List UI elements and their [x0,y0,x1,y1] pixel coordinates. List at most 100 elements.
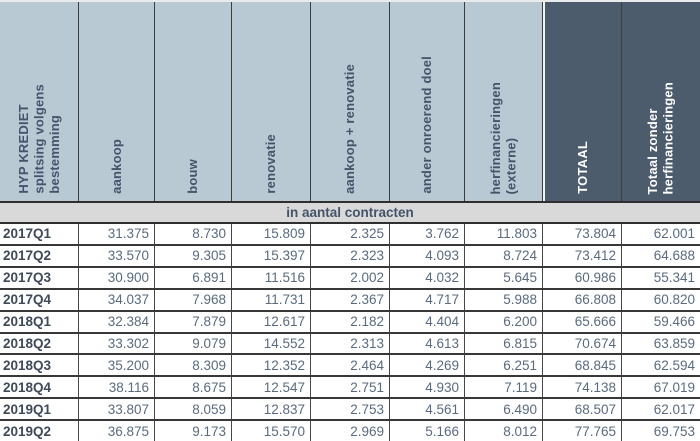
value-cell: 5.645 [465,267,543,288]
value-cell: 62.001 [622,224,700,244]
value-cell: 31.375 [79,224,155,244]
column-header-label: TOTAAL [575,141,591,194]
column-header-label: Totaal zonder herfinancieringen [645,81,676,194]
row-label: 2017Q2 [0,245,79,266]
value-cell: 35.200 [79,355,155,376]
value-cell: 11.803 [465,224,543,244]
value-cell: 69.753 [622,421,700,441]
table-header-row: HYP KREDIET splitsing volgens bestemming… [0,2,700,203]
value-cell: 7.119 [465,377,543,398]
value-cell: 33.570 [79,245,155,266]
row-label: 2017Q1 [0,224,79,244]
value-cell: 8.309 [155,355,232,376]
value-cell: 36.875 [79,421,155,441]
column-header-label: herfinancieringen (externe) [487,81,519,194]
value-cell: 2.182 [311,311,390,332]
table-row: 2018Q4 38.116 8.675 12.547 2.751 4.930 7.119 74… [0,377,700,400]
table-row: 2018Q1 32.384 7.879 12.617 2.182 4.404 6.200 65… [0,311,700,334]
value-cell: 12.617 [232,311,311,332]
value-cell: 2.969 [311,421,390,441]
value-cell: 68.507 [543,399,622,420]
column-header-label: aankoop + renovatie [342,64,358,194]
column-header-label: ander onroerend doel [419,56,435,194]
value-cell: 2.464 [311,355,390,376]
value-cell: 59.466 [622,311,700,332]
row-label: 2019Q2 [0,421,79,441]
table-row: 2017Q3 30.900 6.891 11.516 2.002 4.032 5.645 60… [0,267,700,290]
value-cell: 15.809 [232,224,311,244]
value-cell: 30.900 [79,267,155,288]
column-header-renovatie: renovatie [232,2,311,201]
table-row: 2017Q2 33.570 9.305 15.397 2.323 4.093 8.724 73… [0,245,700,268]
value-cell: 64.688 [622,245,700,266]
value-cell: 5.166 [390,421,465,441]
value-cell: 5.988 [465,289,543,310]
value-cell: 73.804 [543,224,622,244]
value-cell: 4.404 [390,311,465,332]
value-cell: 2.751 [311,377,390,398]
value-cell: 3.762 [390,224,465,244]
table-row: 2018Q2 33.302 9.079 14.552 2.313 4.613 6.815 70… [0,333,700,356]
row-label: 2019Q1 [0,399,79,420]
value-cell: 2.753 [311,399,390,420]
value-cell: 8.059 [155,399,232,420]
value-cell: 77.765 [543,421,622,441]
column-header-aankoop: aankoop [79,2,155,201]
column-header-bouw: bouw [155,2,232,201]
value-cell: 11.516 [232,267,311,288]
value-cell: 9.079 [155,333,232,354]
column-header-totaal: TOTAAL [543,2,622,201]
value-cell: 33.807 [79,399,155,420]
value-cell: 60.986 [543,267,622,288]
value-cell: 8.724 [465,245,543,266]
row-label: 2018Q2 [0,333,79,354]
value-cell: 9.305 [155,245,232,266]
row-label: 2018Q3 [0,355,79,376]
table-row: 2017Q1 31.375 8.730 15.809 2.325 3.762 11.803 7… [0,224,700,246]
value-cell: 4.561 [390,399,465,420]
value-cell: 11.731 [232,289,311,310]
column-header-aankoop-renovatie: aankoop + renovatie [311,2,390,201]
value-cell: 14.552 [232,333,311,354]
value-cell: 67.019 [622,377,700,398]
value-cell: 73.412 [543,245,622,266]
value-cell: 2.002 [311,267,390,288]
value-cell: 7.879 [155,311,232,332]
value-cell: 15.397 [232,245,311,266]
column-header-herfinancieringen: herfinancieringen (externe) [465,2,543,201]
value-cell: 6.251 [465,355,543,376]
value-cell: 8.012 [465,421,543,441]
table-row: 2018Q3 35.200 8.309 12.352 2.464 4.269 6.251 68… [0,355,700,378]
subheader-row: in aantal contracten [0,203,700,224]
value-cell: 6.891 [155,267,232,288]
column-header-totaal-zonder-herfinancieringen: Totaal zonder herfinancieringen [622,2,700,201]
table-body: 2017Q1 31.375 8.730 15.809 2.325 3.762 11.803 7… [0,224,700,441]
value-cell: 62.594 [622,355,700,376]
column-header-label: aankoop [108,139,124,194]
row-label: 2018Q1 [0,311,79,332]
value-cell: 4.032 [390,267,465,288]
value-cell: 68.845 [543,355,622,376]
value-cell: 2.367 [311,289,390,310]
value-cell: 34.037 [79,289,155,310]
value-cell: 4.093 [390,245,465,266]
value-cell: 2.313 [311,333,390,354]
value-cell: 2.323 [311,245,390,266]
column-header-ander-onroerend-doel: ander onroerend doel [390,2,465,201]
value-cell: 2.325 [311,224,390,244]
value-cell: 70.674 [543,333,622,354]
table-row: 2017Q4 34.037 7.968 11.731 2.367 4.717 5.988 66… [0,289,700,312]
value-cell: 60.820 [622,289,700,310]
value-cell: 65.666 [543,311,622,332]
subheader-label: in aantal contracten [286,205,414,220]
value-cell: 8.730 [155,224,232,244]
value-cell: 55.341 [622,267,700,288]
row-label: 2017Q3 [0,267,79,288]
value-cell: 4.930 [390,377,465,398]
value-cell: 8.675 [155,377,232,398]
corner-header-cell: HYP KREDIET splitsing volgens bestemming [0,2,79,201]
corner-header-label: HYP KREDIET splitsing volgens bestemming [15,84,62,194]
row-label: 2017Q4 [0,289,79,310]
column-header-label: renovatie [263,134,279,194]
